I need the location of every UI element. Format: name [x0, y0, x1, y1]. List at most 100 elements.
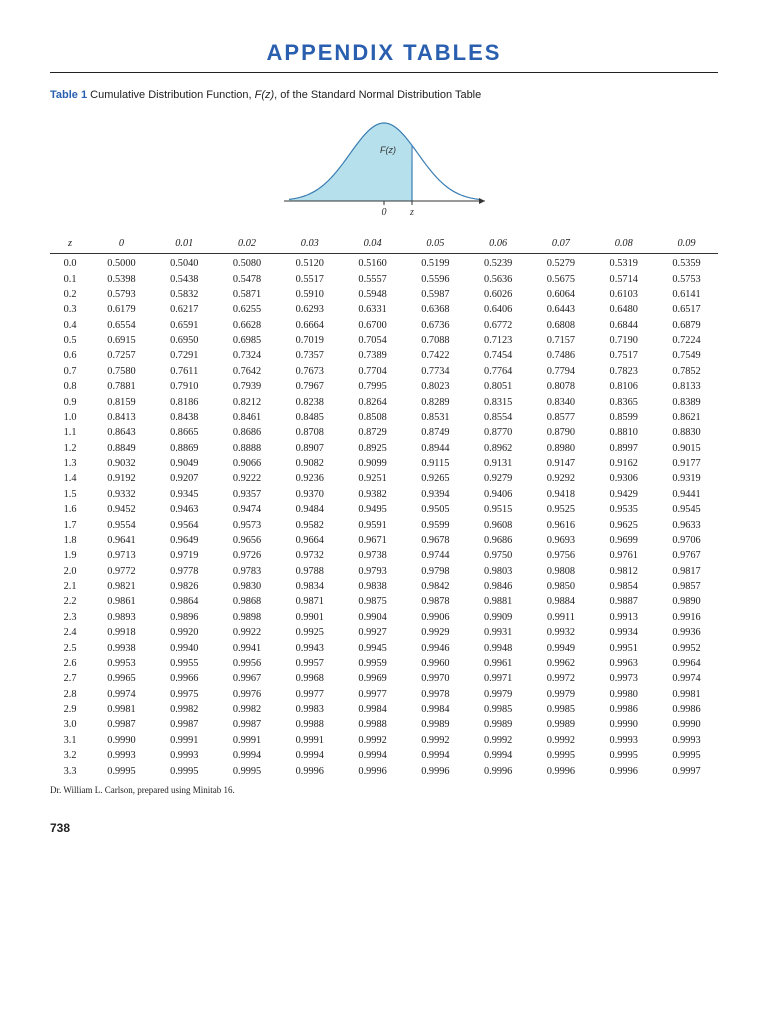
- z-cell: 0.7: [50, 364, 90, 379]
- z-cell: 1.6: [50, 502, 90, 517]
- value-cell: 0.8621: [655, 410, 718, 425]
- z-cell: 0.2: [50, 287, 90, 302]
- value-cell: 0.5636: [467, 271, 530, 286]
- value-cell: 0.8051: [467, 379, 530, 394]
- svg-text:0: 0: [382, 207, 387, 218]
- value-cell: 0.9772: [90, 564, 153, 579]
- value-cell: 0.7967: [278, 379, 341, 394]
- value-cell: 0.9943: [278, 640, 341, 655]
- value-cell: 0.9265: [404, 471, 467, 486]
- value-cell: 0.8461: [216, 410, 279, 425]
- value-cell: 0.9993: [592, 733, 655, 748]
- value-cell: 0.9798: [404, 564, 467, 579]
- value-cell: 0.8106: [592, 379, 655, 394]
- value-cell: 0.9573: [216, 517, 279, 532]
- z-cell: 1.0: [50, 410, 90, 425]
- value-cell: 0.9738: [341, 548, 404, 563]
- value-cell: 0.9564: [153, 517, 216, 532]
- value-cell: 0.9967: [216, 671, 279, 686]
- value-cell: 0.7019: [278, 333, 341, 348]
- value-cell: 0.5478: [216, 271, 279, 286]
- value-cell: 0.9817: [655, 564, 718, 579]
- value-cell: 0.9987: [153, 717, 216, 732]
- value-cell: 0.9699: [592, 533, 655, 548]
- z-cell: 3.1: [50, 733, 90, 748]
- value-cell: 0.9996: [467, 763, 530, 778]
- table-row: 2.10.98210.98260.98300.98340.98380.98420…: [50, 579, 718, 594]
- table-row: 2.50.99380.99400.99410.99430.99450.99460…: [50, 640, 718, 655]
- value-cell: 0.5714: [592, 271, 655, 286]
- z-cell: 1.2: [50, 441, 90, 456]
- value-cell: 0.8485: [278, 410, 341, 425]
- value-cell: 0.5948: [341, 287, 404, 302]
- value-cell: 0.6255: [216, 302, 279, 317]
- value-cell: 0.5160: [341, 254, 404, 272]
- table-row: 1.60.94520.94630.94740.94840.94950.95050…: [50, 502, 718, 517]
- value-cell: 0.9868: [216, 594, 279, 609]
- table-row: 0.80.78810.79100.79390.79670.79950.80230…: [50, 379, 718, 394]
- value-cell: 0.9871: [278, 594, 341, 609]
- value-cell: 0.9545: [655, 502, 718, 517]
- value-cell: 0.9625: [592, 517, 655, 532]
- table-row: 0.50.69150.69500.69850.70190.70540.70880…: [50, 333, 718, 348]
- value-cell: 0.9082: [278, 456, 341, 471]
- value-cell: 0.9608: [467, 517, 530, 532]
- value-cell: 0.9761: [592, 548, 655, 563]
- value-cell: 0.9916: [655, 610, 718, 625]
- value-cell: 0.9474: [216, 502, 279, 517]
- value-cell: 0.9441: [655, 487, 718, 502]
- value-cell: 0.9850: [530, 579, 593, 594]
- table-row: 3.10.99900.99910.99910.99910.99920.99920…: [50, 733, 718, 748]
- table-row: 1.50.93320.93450.93570.93700.93820.93940…: [50, 487, 718, 502]
- value-cell: 0.7704: [341, 364, 404, 379]
- table-row: 1.40.91920.92070.92220.92360.92510.92650…: [50, 471, 718, 486]
- z-cell: 2.3: [50, 610, 90, 625]
- value-cell: 0.9985: [467, 702, 530, 717]
- table-row: 0.40.65540.65910.66280.66640.67000.67360…: [50, 318, 718, 333]
- value-cell: 0.5000: [90, 254, 153, 272]
- value-cell: 0.9664: [278, 533, 341, 548]
- value-cell: 0.8078: [530, 379, 593, 394]
- value-cell: 0.9976: [216, 687, 279, 702]
- value-cell: 0.9983: [278, 702, 341, 717]
- value-cell: 0.9940: [153, 640, 216, 655]
- value-cell: 0.9995: [530, 748, 593, 763]
- table-label: Table 1: [50, 89, 87, 101]
- value-cell: 0.9994: [467, 748, 530, 763]
- value-cell: 0.9969: [341, 671, 404, 686]
- col-0.08: 0.08: [592, 236, 655, 254]
- value-cell: 0.9788: [278, 564, 341, 579]
- z-cell: 3.2: [50, 748, 90, 763]
- value-cell: 0.9115: [404, 456, 467, 471]
- caption-text-pre: Cumulative Distribution Function,: [90, 89, 254, 101]
- z-table: z00.010.020.030.040.050.060.070.080.09 0…: [50, 236, 718, 779]
- value-cell: 0.8159: [90, 394, 153, 409]
- value-cell: 0.9991: [153, 733, 216, 748]
- value-cell: 0.8665: [153, 425, 216, 440]
- value-cell: 0.6950: [153, 333, 216, 348]
- footnote: Dr. William L. Carlson, prepared using M…: [50, 785, 718, 795]
- z-cell: 2.2: [50, 594, 90, 609]
- table-row: 0.10.53980.54380.54780.55170.55570.55960…: [50, 271, 718, 286]
- value-cell: 0.9986: [655, 702, 718, 717]
- value-cell: 0.5319: [592, 254, 655, 272]
- value-cell: 0.7642: [216, 364, 279, 379]
- value-cell: 0.9981: [90, 702, 153, 717]
- page-number: 738: [50, 821, 718, 835]
- value-cell: 0.8599: [592, 410, 655, 425]
- value-cell: 0.8289: [404, 394, 467, 409]
- value-cell: 0.5596: [404, 271, 467, 286]
- value-cell: 0.9406: [467, 487, 530, 502]
- col-0.03: 0.03: [278, 236, 341, 254]
- value-cell: 0.9934: [592, 625, 655, 640]
- value-cell: 0.9982: [153, 702, 216, 717]
- value-cell: 0.9887: [592, 594, 655, 609]
- svg-text:F(z): F(z): [380, 145, 396, 155]
- value-cell: 0.8810: [592, 425, 655, 440]
- value-cell: 0.7088: [404, 333, 467, 348]
- value-cell: 0.9049: [153, 456, 216, 471]
- value-cell: 0.6293: [278, 302, 341, 317]
- value-cell: 0.9394: [404, 487, 467, 502]
- value-cell: 0.9671: [341, 533, 404, 548]
- z-cell: 2.1: [50, 579, 90, 594]
